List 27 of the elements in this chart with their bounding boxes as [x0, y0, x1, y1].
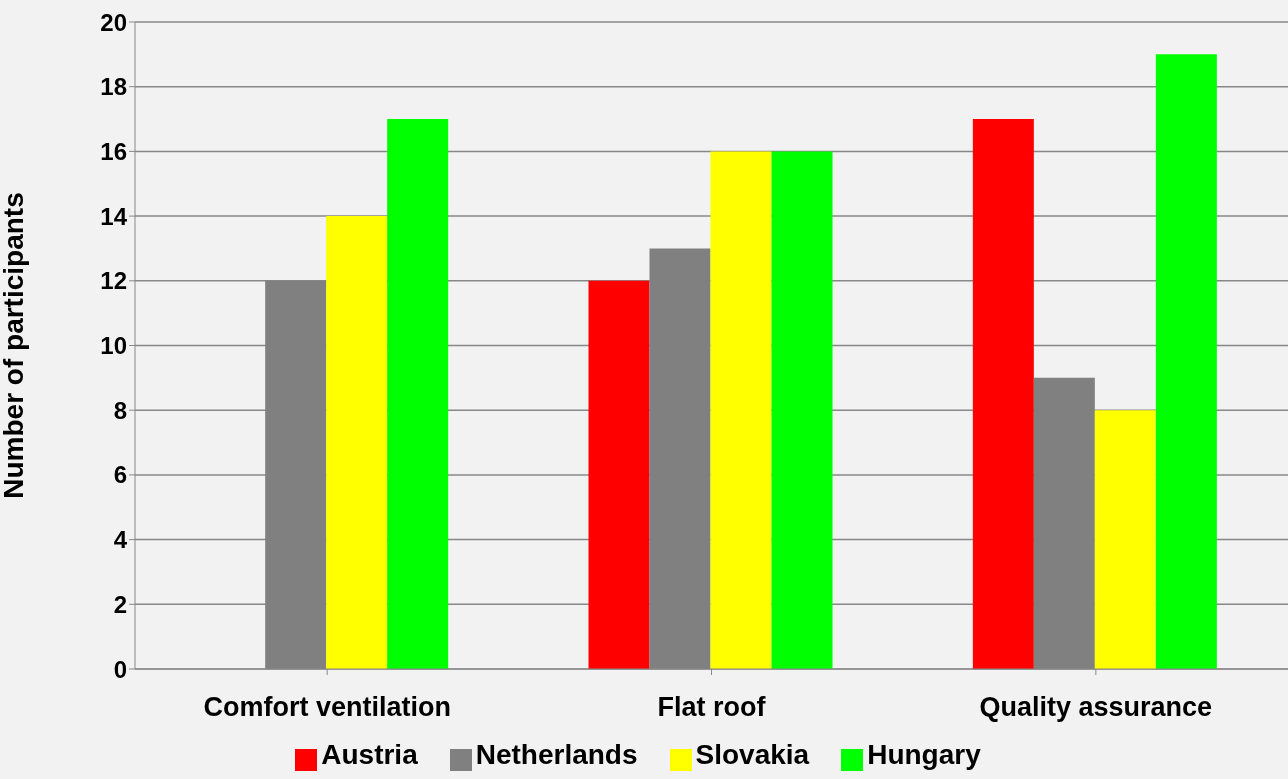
y-tick-label: 0 [113, 655, 127, 683]
bar [588, 280, 650, 669]
y-tick-label: 18 [100, 73, 127, 101]
y-tick-label: 2 [113, 590, 127, 618]
bar [387, 119, 449, 669]
x-tick-label: Comfort ventilation [203, 692, 451, 723]
bar [326, 216, 388, 669]
bar [972, 119, 1034, 669]
x-tick-label: Flat roof [657, 692, 767, 723]
legend-label: Slovakia [695, 739, 810, 770]
y-tick-label: 8 [113, 396, 127, 424]
bar [710, 151, 772, 669]
y-tick-label: 12 [100, 267, 127, 295]
legend-label: Hungary [867, 739, 981, 770]
bar [1094, 410, 1156, 669]
bar [1155, 54, 1217, 669]
y-tick-label: 14 [100, 202, 128, 230]
x-tick-label: Quality assurance [979, 692, 1213, 723]
y-tick-label: 20 [100, 8, 127, 36]
y-axis-title: Number of participants [0, 192, 29, 499]
y-tick-label: 4 [113, 526, 128, 554]
legend-label: Netherlands [475, 739, 638, 770]
y-tick-label: 16 [100, 137, 127, 165]
y-tick-label: 6 [113, 461, 127, 489]
y-tick-label: 10 [100, 332, 127, 360]
legend-label: Austria [321, 739, 418, 770]
bar [771, 151, 833, 669]
